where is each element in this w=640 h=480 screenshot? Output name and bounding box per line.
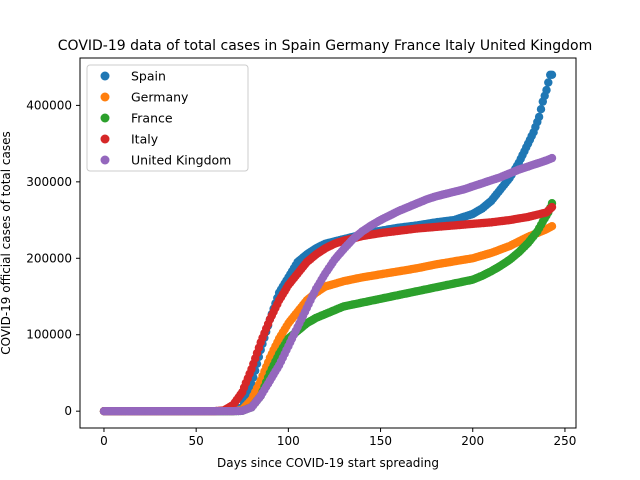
data-point [547, 70, 557, 80]
data-point [547, 222, 557, 231]
series-france [99, 199, 557, 416]
legend-entry: France [100, 111, 173, 126]
x-tick-label: 0 [100, 434, 108, 448]
x-tick-label: 100 [277, 434, 300, 448]
legend-label: Spain [131, 69, 166, 84]
data-point [544, 78, 553, 87]
plot-frame [79, 57, 577, 429]
x-tick-label: 50 [189, 434, 204, 448]
legend-marker [100, 134, 110, 144]
y-tick-label: 100000 [26, 328, 72, 342]
chart-title: COVID-19 data of total cases in Spain Ge… [58, 38, 592, 54]
x-axis-label: Days since COVID-19 start spreading [217, 456, 439, 470]
data-point [536, 105, 546, 114]
legend-label: France [131, 111, 173, 126]
x-axis: 0 50 100 150 200 250 [100, 428, 576, 448]
legend-label: Germany [131, 90, 189, 105]
legend: Spain Germany France Italy United Kingdom [86, 64, 249, 172]
data-point [534, 112, 544, 122]
series-united-kingdom [99, 153, 557, 416]
legend-box [86, 64, 249, 172]
legend-entry: Italy [100, 132, 159, 147]
data-point [542, 85, 551, 95]
legend-marker [100, 92, 110, 102]
legend-entry: Germany [100, 90, 189, 105]
y-tick-label: 0 [64, 404, 72, 418]
y-tick-label: 300000 [26, 175, 72, 189]
points-layer [99, 70, 557, 416]
legend-entry: Spain [100, 69, 166, 84]
y-axis: 0 100000 200000 300000 400000 [26, 98, 80, 418]
legend-marker [100, 71, 110, 81]
x-tick-label: 200 [461, 434, 484, 448]
y-tick-label: 400000 [26, 98, 72, 112]
data-point [547, 153, 557, 163]
x-tick-label: 250 [553, 434, 576, 448]
legend-marker [100, 113, 110, 123]
data-point [547, 202, 557, 212]
y-axis-label: COVID-19 official cases of total cases [0, 131, 13, 355]
legend-label: Italy [131, 132, 159, 147]
legend-marker [100, 155, 110, 165]
x-tick-label: 150 [369, 434, 392, 448]
y-tick-label: 200000 [26, 251, 72, 265]
legend-label: United Kingdom [131, 153, 231, 168]
legend-entry: United Kingdom [100, 153, 231, 168]
